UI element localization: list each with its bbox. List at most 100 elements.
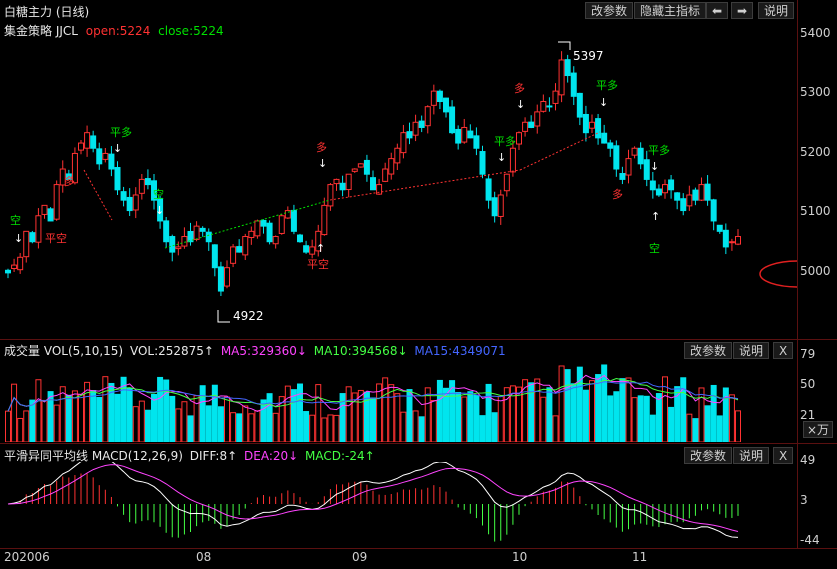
panel-divider xyxy=(0,443,837,444)
volume-bar xyxy=(589,380,595,442)
volume-bar xyxy=(163,379,170,442)
candlestick xyxy=(345,173,352,198)
candlestick xyxy=(522,117,529,137)
svg-text:↓: ↓ xyxy=(497,151,506,164)
time-tick: 09 xyxy=(352,550,368,564)
candlestick xyxy=(175,241,182,256)
volume-bar xyxy=(534,378,541,442)
dea-line xyxy=(7,464,739,532)
volume-bar xyxy=(467,391,474,442)
candlestick xyxy=(108,146,115,177)
volume-bar xyxy=(625,377,632,442)
macd-help-button[interactable]: 说明 xyxy=(733,447,770,464)
volume-bar xyxy=(23,410,30,442)
macd-edit-params-button[interactable]: 改参数 xyxy=(684,447,733,464)
volume-bar xyxy=(394,393,401,442)
candlestick xyxy=(674,192,681,210)
volume-bar xyxy=(17,417,24,442)
candlestick xyxy=(680,193,687,216)
volume-help-button[interactable]: 说明 xyxy=(733,342,770,359)
volume-bar xyxy=(157,376,164,442)
macd-value: MACD:-24↑ xyxy=(305,449,375,463)
volume-bar xyxy=(503,387,510,442)
arrow-left-icon[interactable]: ⬅ xyxy=(706,2,729,19)
candlestick xyxy=(503,173,510,197)
volume-bar xyxy=(345,386,352,442)
volume-bar xyxy=(321,417,328,442)
candlestick xyxy=(333,178,340,191)
candlestick xyxy=(5,268,11,279)
candlestick xyxy=(485,174,492,209)
candlestick xyxy=(84,125,91,157)
candlestick xyxy=(649,171,656,199)
volume-bar xyxy=(71,390,78,442)
candlestick xyxy=(576,92,583,126)
signal-annotations: 空 ↓ 平空 多 平多 ↓ 空 ↓ 平空 ↑ 多 ↓ 平多 ↓ 多 ↓ 平多 ↓… xyxy=(10,78,670,271)
volume-bar xyxy=(491,412,498,442)
window-title: 白糖主力 (日线) xyxy=(4,5,90,19)
volume-tick: 21 xyxy=(800,408,816,422)
candlestick xyxy=(552,83,559,111)
macd-close-button[interactable]: X xyxy=(773,447,794,464)
volume-bar xyxy=(637,395,644,442)
macd-chart[interactable] xyxy=(0,462,797,548)
candlestick xyxy=(436,89,443,110)
main-indicator-header: 集金策略 JJCL open:5224 close:5224 xyxy=(4,22,224,39)
volume-bar xyxy=(607,395,614,442)
candlestick xyxy=(631,146,638,159)
candlestick xyxy=(284,206,291,220)
candlestick xyxy=(443,97,449,118)
svg-text:↑: ↑ xyxy=(316,242,325,255)
macd-title: 平滑异同平均线 MACD(12,26,9) xyxy=(4,449,183,463)
volume-edit-params-button[interactable]: 改参数 xyxy=(684,342,733,359)
volume-close-button[interactable]: X xyxy=(773,342,794,359)
volume-bar xyxy=(303,411,310,442)
volume-chart[interactable] xyxy=(0,358,797,442)
svg-text:↓: ↓ xyxy=(14,232,23,245)
time-tick: 202006 xyxy=(4,550,50,564)
candlestick xyxy=(23,230,30,263)
volume-bar xyxy=(144,409,151,442)
candlestick xyxy=(582,105,589,142)
volume-bar xyxy=(108,382,115,442)
volume-bar xyxy=(455,391,462,442)
extreme-markers: 5397 4922 xyxy=(217,41,604,323)
volume-bar xyxy=(290,389,297,442)
price-tick: 5300 xyxy=(800,85,831,99)
svg-text:↓: ↓ xyxy=(599,96,608,109)
svg-text:↓: ↓ xyxy=(155,204,164,217)
price-tick: 5000 xyxy=(800,264,831,278)
candlestick xyxy=(497,189,504,225)
candlestick xyxy=(327,183,334,211)
candlestick xyxy=(655,184,662,197)
help-button[interactable]: 说明 xyxy=(758,2,795,19)
candlestick xyxy=(735,229,741,246)
hide-main-indicator-button[interactable]: 隐藏主指标 xyxy=(634,2,707,19)
candlestick xyxy=(120,186,127,207)
candlestick xyxy=(473,127,480,156)
macd-tick: -44 xyxy=(800,533,820,547)
volume-bar xyxy=(692,418,699,442)
candlestick xyxy=(17,252,24,274)
volume-bar xyxy=(59,386,66,442)
candlestick xyxy=(315,224,322,257)
candlestick-chart[interactable]: 空 ↓ 平空 多 平多 ↓ 空 ↓ 平空 ↑ 多 ↓ 平多 ↓ 多 ↓ 平多 ↓… xyxy=(0,20,797,338)
volume-bar xyxy=(613,391,620,442)
candlestick xyxy=(29,230,36,244)
volume-bar xyxy=(728,394,735,442)
svg-text:↑: ↑ xyxy=(651,210,660,223)
volume-unit[interactable]: ×万 xyxy=(803,421,834,438)
volume-bar xyxy=(297,383,303,442)
arrow-right-icon[interactable]: ➡ xyxy=(731,2,754,19)
volume-bar xyxy=(436,379,443,442)
candlestick xyxy=(254,219,261,239)
vol-value: VOL:252875↑ xyxy=(129,344,214,358)
diff-line xyxy=(7,462,739,538)
edit-params-button[interactable]: 改参数 xyxy=(585,2,634,19)
candlestick xyxy=(144,169,151,190)
candlestick xyxy=(114,161,121,195)
volume-bar xyxy=(272,412,279,442)
candlestick xyxy=(199,226,206,237)
volume-bar xyxy=(181,401,188,442)
candlestick xyxy=(613,140,620,177)
